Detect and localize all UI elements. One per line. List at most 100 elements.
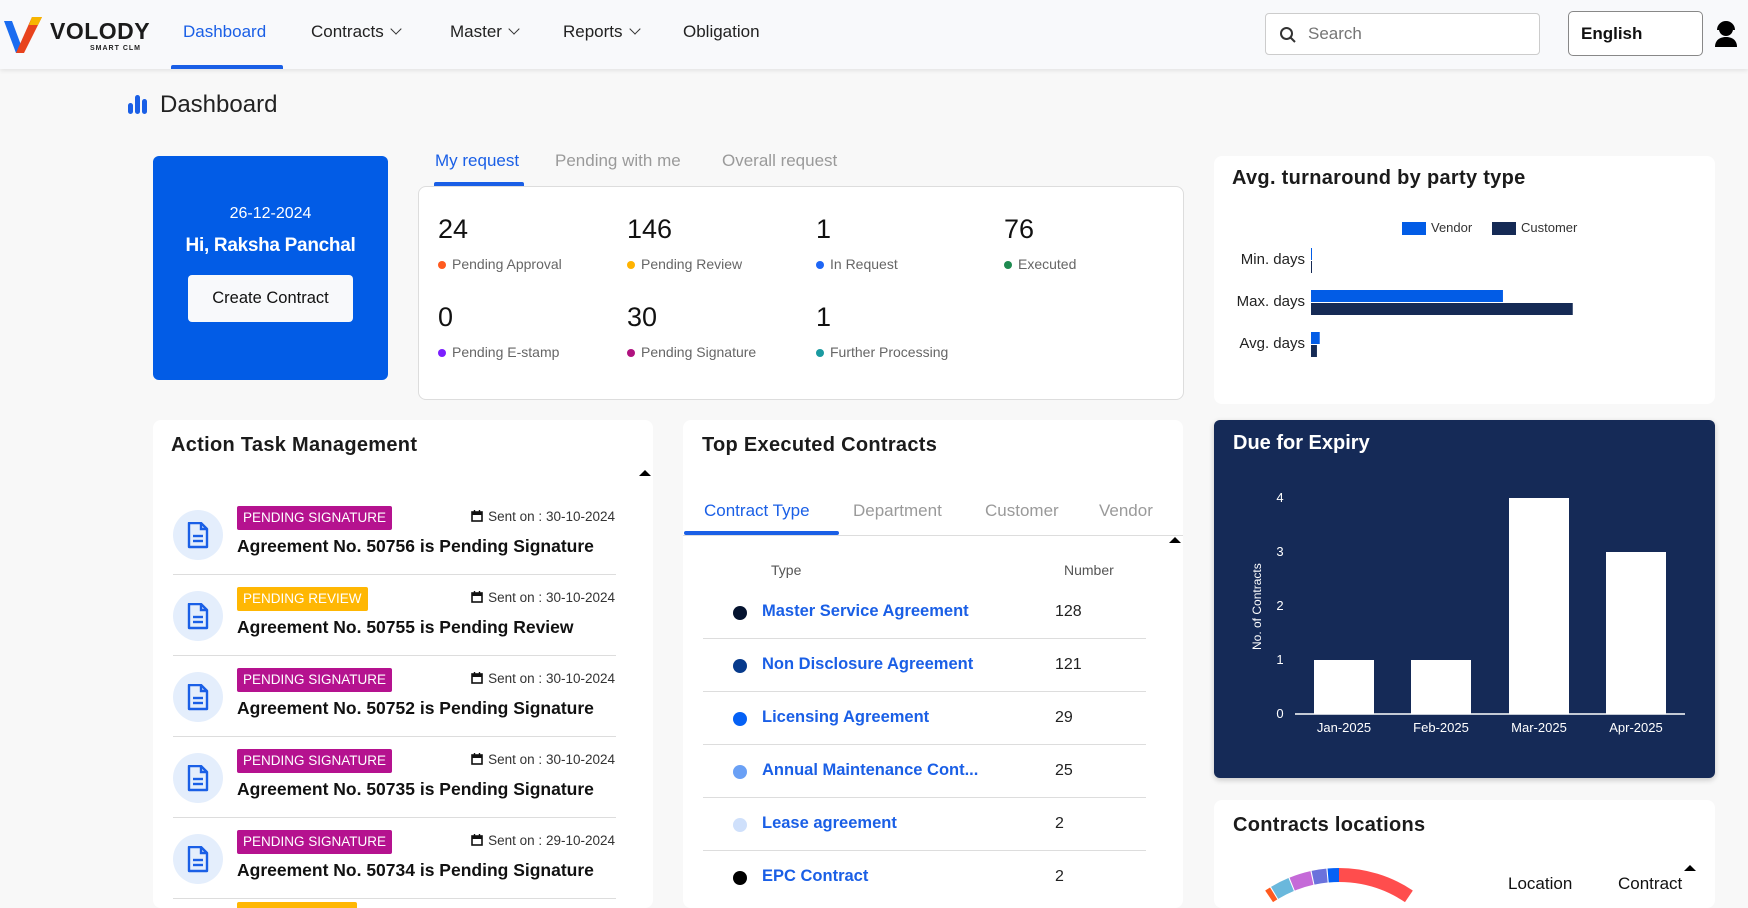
legend-label: Customer [1521, 220, 1578, 235]
table-row[interactable]: EPC Contract 2 [703, 851, 1146, 904]
bar-customer-1 [1311, 303, 1573, 315]
donut-segment[interactable] [1289, 871, 1314, 891]
y-axis-label: No. of Contracts [1250, 563, 1264, 651]
task-title[interactable]: Agreement No. 50735 is Pending Signature [237, 779, 594, 799]
nav-contracts[interactable]: Contracts [311, 22, 402, 42]
contract-type-link[interactable]: Annual Maintenance Cont... [762, 761, 979, 779]
nav-reports[interactable]: Reports [563, 22, 641, 42]
bar-Jan-2025[interactable] [1314, 660, 1374, 714]
y-tick-label: 1 [1276, 652, 1284, 667]
logo-mark-icon [4, 17, 42, 53]
sent-on-prefix: Sent on : [488, 509, 546, 524]
contract-type-link[interactable]: EPC Contract [762, 867, 869, 885]
sent-on-date: 30-10-2024 [545, 671, 615, 686]
tab-vendor[interactable]: Vendor [1099, 501, 1153, 520]
due-for-expiry-chart [1295, 498, 1685, 715]
document-icon [187, 846, 209, 873]
legend-dot-icon [733, 818, 747, 832]
category-label: Max. days [1236, 293, 1305, 310]
table-row[interactable]: Licensing Agreement 29 [703, 692, 1146, 745]
divider [173, 898, 616, 899]
divider [703, 691, 1146, 692]
table-row[interactable]: Lease agreement 2 [703, 798, 1146, 851]
bar-Mar-2025[interactable] [1509, 498, 1569, 714]
nav-obligation[interactable]: Obligation [683, 22, 760, 42]
stat-label-text: Executed [1018, 256, 1077, 272]
col-header-number: Number [1064, 562, 1114, 578]
task-title[interactable]: Agreement No. 50752 is Pending Signature [237, 698, 594, 718]
x-tick-label: Apr-2025 [1609, 720, 1663, 735]
task-item[interactable]: PENDING SIGNATURE Sent on : 30-10-2024 A… [153, 737, 653, 818]
stat-label-text: Pending Signature [641, 344, 757, 360]
scroll-up-caret-icon[interactable] [1169, 537, 1181, 543]
table-row[interactable]: Annual Maintenance Cont... 25 [703, 745, 1146, 798]
due-for-expiry-title: Due for Expiry [1233, 432, 1370, 454]
nav-master[interactable]: Master [450, 22, 520, 42]
sent-on-prefix: Sent on : [488, 671, 546, 686]
table-row[interactable]: Non Disclosure Agreement 121 [703, 639, 1146, 692]
search-box[interactable] [1265, 13, 1540, 55]
tab-department[interactable]: Department [853, 501, 942, 520]
status-badge: PENDING SIGNATURE [237, 830, 393, 854]
table-row[interactable]: Master Service Agreement 128 [703, 586, 1146, 639]
sent-on: Sent on : 29-10-2024 [471, 833, 615, 848]
create-contract-button[interactable]: Create Contract [188, 275, 353, 322]
task-item[interactable]: PENDING SIGNATURE Sent on : 30-10-2024 A… [153, 494, 653, 575]
turnaround-chart [1310, 222, 1573, 361]
stat-label-text: In Request [830, 256, 898, 272]
divider [173, 655, 616, 656]
scroll-up-caret-icon[interactable] [639, 470, 651, 476]
category-label: Min. days [1240, 251, 1305, 268]
tab-overall-request[interactable]: Overall request [722, 151, 838, 170]
task-title[interactable]: Agreement No. 50755 is Pending Review [237, 617, 574, 637]
bar-Feb-2025[interactable] [1411, 660, 1471, 714]
sent-on-prefix: Sent on : [488, 590, 546, 605]
donut-segment[interactable] [1311, 868, 1328, 885]
contract-type-link[interactable]: Master Service Agreement [762, 602, 969, 620]
nav-active-underline [171, 65, 283, 69]
locations-donut-chart [1265, 868, 1413, 903]
nav-obligation-label: Obligation [683, 22, 760, 41]
tab-customer[interactable]: Customer [985, 501, 1059, 520]
nav-dashboard[interactable]: Dashboard [183, 22, 266, 42]
divider [173, 817, 616, 818]
chevron-down-icon [508, 23, 520, 35]
sent-on: Sent on : 30-10-2024 [471, 590, 615, 605]
bar-Apr-2025[interactable] [1606, 552, 1666, 714]
stat-label-text: Pending Approval [452, 256, 562, 272]
contract-count: 121 [1055, 656, 1082, 673]
stat-label-text: Pending E-stamp [452, 344, 560, 360]
search-input[interactable] [1308, 22, 1528, 46]
stat-label: Pending Signature [627, 344, 756, 360]
x-tick-label: Mar-2025 [1511, 720, 1567, 735]
contract-count: 128 [1055, 603, 1082, 620]
legend-swatch-vendor [1402, 222, 1426, 235]
user-support-avatar-icon[interactable] [1714, 20, 1738, 48]
donut-segment[interactable] [1338, 868, 1413, 903]
donut-segment[interactable] [1271, 878, 1294, 899]
task-item[interactable]: PENDING SIGNATURE Sent on : 30-10-2024 A… [153, 656, 653, 737]
tab-my-request[interactable]: My request [435, 151, 520, 170]
language-select[interactable]: English [1568, 11, 1703, 56]
contract-type-link[interactable]: Lease agreement [762, 814, 897, 832]
calendar-icon [471, 591, 483, 603]
volody-logo[interactable]: VOLODY SMART CLM [2, 13, 150, 55]
status-dot-icon [627, 261, 635, 269]
sent-on-prefix: Sent on : [488, 752, 546, 767]
donut-segment[interactable] [1265, 887, 1278, 903]
nav-contracts-label: Contracts [311, 22, 384, 41]
y-tick-label: 4 [1276, 490, 1284, 505]
tab-pending-with-me[interactable]: Pending with me [555, 151, 681, 170]
stat-value: 30 [627, 302, 658, 332]
tab-contract-type[interactable]: Contract Type [704, 501, 810, 520]
task-item[interactable]: PENDING SIGNATURE Sent on : 29-10-2024 A… [153, 818, 653, 899]
x-tick-label: Feb-2025 [1413, 720, 1469, 735]
page-title: Dashboard [160, 91, 278, 118]
scroll-up-caret-icon[interactable] [1684, 865, 1696, 871]
task-title[interactable]: Agreement No. 50756 is Pending Signature [237, 536, 594, 556]
contract-type-link[interactable]: Non Disclosure Agreement [762, 655, 974, 673]
contract-type-link[interactable]: Licensing Agreement [762, 708, 930, 726]
bar-vendor-1 [1311, 290, 1503, 302]
task-item[interactable]: PENDING REVIEW Sent on : 30-10-2024 Agre… [153, 575, 653, 656]
task-title[interactable]: Agreement No. 50734 is Pending Signature [237, 860, 594, 880]
